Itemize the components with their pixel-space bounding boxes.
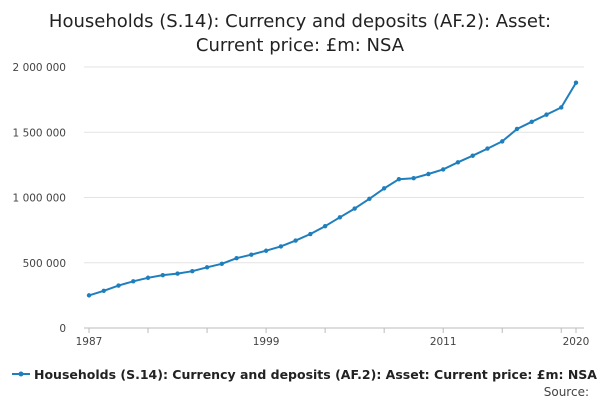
data-point[interactable] (411, 175, 416, 181)
data-point[interactable] (160, 272, 165, 278)
legend-label: Households (S.14): Currency and deposits… (34, 367, 597, 382)
data-point[interactable] (485, 146, 490, 151)
data-point[interactable] (204, 265, 210, 270)
data-point[interactable] (337, 215, 343, 220)
legend-swatch-marker (18, 371, 24, 377)
data-point[interactable] (573, 80, 579, 85)
data-point[interactable] (131, 279, 136, 284)
data-point[interactable] (278, 244, 284, 249)
data-point[interactable] (529, 119, 534, 125)
data-point[interactable] (514, 126, 520, 132)
source-label: Source: (544, 385, 589, 399)
data-point[interactable] (381, 186, 387, 191)
data-point[interactable] (249, 252, 254, 257)
legend[interactable]: Households (S.14): Currency and deposits… (12, 367, 597, 382)
chart-title-line-2: Current price: £m: NSA (196, 35, 405, 56)
data-point[interactable] (86, 293, 92, 298)
data-point[interactable] (352, 206, 357, 211)
data-point[interactable] (470, 153, 475, 158)
data-point[interactable] (293, 238, 298, 243)
data-point[interactable] (263, 248, 269, 253)
y-axis-tick-labels: 0 500 000 1 000 000 1 500 000 2 000 000 (13, 62, 66, 335)
series-group (86, 80, 579, 298)
x-tick-label: 1987 (76, 336, 103, 348)
x-tick-label: 1999 (253, 336, 280, 348)
data-point[interactable] (396, 177, 402, 182)
data-point[interactable] (426, 171, 431, 177)
data-point[interactable] (145, 275, 151, 280)
data-point[interactable] (116, 283, 121, 288)
data-point[interactable] (367, 196, 372, 202)
y-tick-label: 1 000 000 (13, 193, 66, 205)
data-point[interactable] (175, 271, 180, 276)
x-tick-label: 2020 (563, 336, 590, 348)
data-point[interactable] (234, 255, 239, 261)
data-point[interactable] (559, 105, 564, 110)
y-tick-label: 2 000 000 (13, 62, 66, 74)
data-point[interactable] (219, 261, 225, 266)
chart-title-line-1: Households (S.14): Currency and deposits… (49, 11, 551, 32)
x-axis-ticks: 1987 1999 2011 2020 (76, 328, 590, 348)
data-point[interactable] (101, 288, 106, 294)
data-point[interactable] (544, 112, 549, 117)
data-point[interactable] (500, 139, 505, 144)
series-line (88, 82, 577, 297)
data-point[interactable] (322, 224, 328, 229)
y-tick-label: 1 500 000 (13, 127, 66, 139)
x-tick-label: 2011 (430, 336, 457, 348)
data-point[interactable] (308, 231, 313, 237)
y-tick-label: 0 (59, 323, 66, 335)
y-tick-label: 500 000 (23, 258, 66, 270)
y-gridlines (84, 66, 584, 264)
data-point[interactable] (455, 160, 461, 165)
data-point[interactable] (440, 167, 446, 172)
data-point[interactable] (190, 269, 195, 274)
